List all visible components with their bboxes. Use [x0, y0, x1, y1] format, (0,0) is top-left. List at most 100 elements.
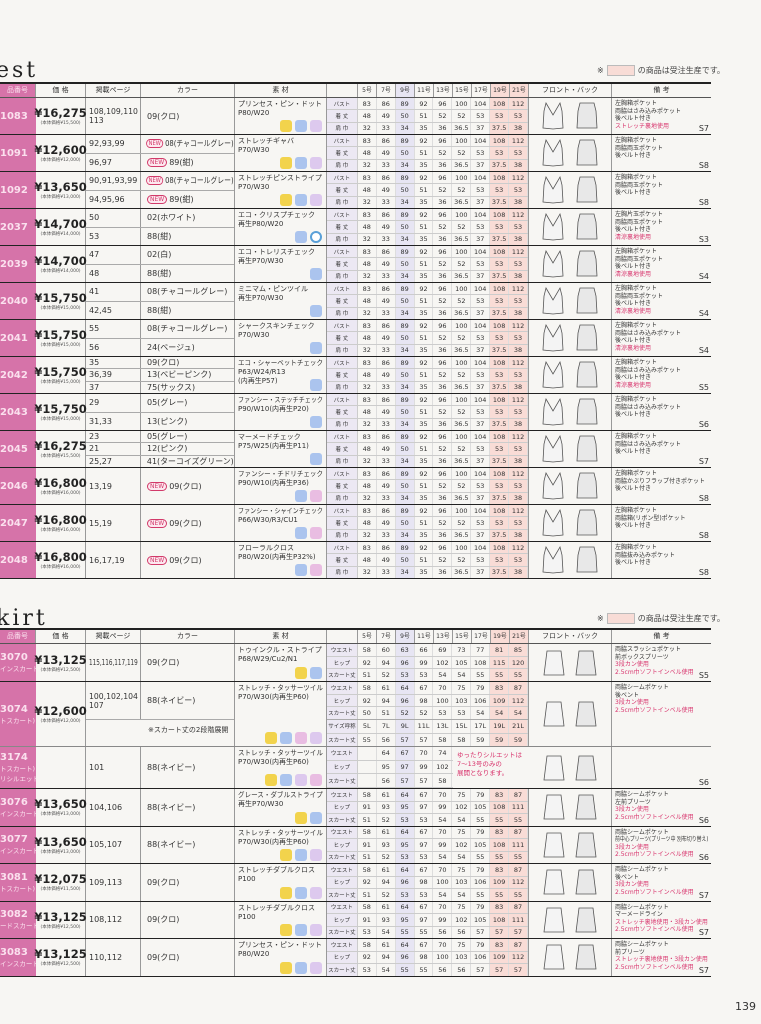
size-value: 53 — [471, 295, 491, 307]
color-option: 08(チャコールグレー) — [141, 323, 234, 334]
catalog-pages: 15,19 — [89, 518, 112, 528]
size-value: 83 — [490, 864, 510, 876]
note-line: 両脇シームポケット — [615, 903, 669, 911]
size-value: 35 — [415, 270, 434, 282]
catalog-pages-cell: 92,93,99 — [86, 135, 141, 153]
size-value: 37.5 — [490, 566, 510, 578]
size-row-label: 着 丈 — [327, 517, 358, 529]
catalog-pages: 29 — [89, 398, 100, 408]
price-cell: ¥15,750 (本体価格¥15,000) — [34, 320, 87, 356]
standard-sizes: ウエスト 58 61 64 67 70 75 79 83 87 ヒップ 92 94 96 98 100 103 1… — [327, 682, 528, 720]
size-value: 56 — [433, 926, 453, 938]
size-value: 58 — [358, 826, 377, 838]
variant-row: 48 88(紺) — [86, 264, 234, 282]
product-code-cell: 3081 トスカート) — [0, 864, 36, 901]
base-price: (本体価格¥16,000) — [40, 528, 81, 533]
material-line: P70/W30 — [238, 183, 270, 191]
variant-row: 96,97 NEW 89(紺) — [86, 153, 234, 171]
base-price: (本体価格¥15,000) — [40, 343, 81, 348]
size-value: 64 — [395, 901, 415, 913]
size-value: 112 — [509, 209, 528, 221]
pages-colors-cell: 92,93,99 NEW 08(チャコールグレー) 96,97 NEW 89(紺) — [86, 135, 235, 171]
catalog-pages-cell: 21 — [86, 443, 141, 455]
color-option: 88(紺) — [141, 231, 234, 242]
note-line: 両脇はさみ込みポケット — [615, 329, 682, 337]
front-vest-illustration — [542, 545, 564, 574]
size-value: 49 — [377, 406, 396, 418]
size-value: 89 — [395, 320, 415, 332]
notes-cell: 両脇シームポケット 後ベント 3段カン使用 2.5cm巾ソフトインベル使用 S7 — [612, 864, 711, 901]
size-row-label: 肩 巾 — [327, 270, 358, 282]
note-line: 前プリーツ — [615, 948, 645, 956]
front-skirt-illustration — [543, 755, 565, 780]
eco-icon — [310, 231, 322, 243]
size-value: 92 — [415, 209, 434, 221]
size-value: 96 — [433, 357, 453, 369]
size-value: 112 — [509, 694, 528, 707]
skirt-section-title: kirt — [0, 606, 48, 631]
pocket-icon — [310, 774, 322, 786]
back-skirt-illustration — [575, 944, 597, 970]
size-value: 50 — [395, 258, 415, 270]
care-icons — [310, 379, 322, 391]
size-value: 92 — [358, 951, 377, 963]
back-vest-illustration — [576, 435, 598, 462]
size-value: 87 — [509, 901, 528, 913]
size-value: 38 — [509, 344, 528, 356]
size-row-label: 着 丈 — [327, 332, 358, 344]
size-value: 35 — [415, 307, 434, 319]
size-value: 104 — [471, 135, 491, 147]
front-back-cell — [529, 172, 612, 208]
variant-row: 108,109,110 113 09(クロ) — [86, 98, 234, 134]
size-value: 89 — [395, 542, 415, 554]
back-vest-illustration — [576, 398, 598, 425]
washing-icon — [295, 527, 307, 539]
catalog-pages: 36,39 — [89, 370, 112, 380]
size-value: 37.5 — [490, 344, 510, 356]
material-line: グレース・ダブルストライプ — [238, 791, 323, 799]
size-value: 51 — [377, 707, 396, 720]
material-line: ミニマム・ピンツイル — [238, 285, 308, 293]
product-code: 3174 — [0, 752, 28, 763]
smile-icon — [280, 886, 292, 899]
notes-cell: 両脇スラッシュポケット 前ボックスプリーツ 3段カン使用 2.5cm巾ソフトインベル使… — [612, 644, 711, 681]
note-line: 両脇両玉ポケット — [615, 144, 664, 152]
material-line: P63/W24/R13 — [238, 368, 286, 376]
size-value: 56 — [377, 774, 396, 788]
size-value: 7L — [377, 720, 396, 733]
material-line: P90/W10(内再生P20) — [238, 405, 309, 413]
size-row-label: 肩 巾 — [327, 122, 358, 134]
care-icons — [310, 305, 322, 317]
size-value: 48 — [358, 221, 377, 233]
front-back-cell — [529, 901, 612, 938]
size-value: 54 — [433, 851, 453, 863]
variant-row: 101 88(ネイビー) — [86, 747, 234, 788]
header-size: 5号 — [358, 630, 377, 643]
price-cell: ¥13,650 (本体価格¥13,000) — [34, 789, 87, 826]
size-value: 48 — [358, 480, 377, 492]
size-value: 59 — [509, 733, 528, 746]
table-header: 品番号価 格掲載ページ カラー素 材 5号 7号 9号 11号 13号 15号 17号 19号 21… — [0, 84, 711, 98]
size-value: 96 — [433, 542, 453, 554]
size-value: 96 — [433, 468, 453, 480]
size-value: 70 — [433, 864, 453, 876]
care-icons — [280, 120, 322, 132]
size-value: 55 — [471, 814, 491, 826]
note-line: 後ベルト付き — [615, 152, 652, 159]
color-option: 88(ネイビー) — [141, 695, 234, 706]
size-value: 52 — [433, 332, 453, 344]
size-value: 51 — [358, 814, 377, 826]
size-value: 53 — [490, 258, 510, 270]
size-value: 36 — [433, 122, 453, 134]
notes-cell: 左胸箱ポケット 両脇はさみ込みポケット 後ベルト付き 清涼裏地使用 S5 — [612, 357, 711, 393]
note-line: 後ベルト付き — [615, 559, 652, 566]
size-value: 70 — [433, 682, 453, 694]
price-cell: ¥16,800 (本体価格¥16,000) — [34, 542, 87, 578]
smile-icon — [295, 811, 307, 824]
size-value: 54 — [452, 889, 472, 901]
size-value: 52 — [415, 707, 434, 720]
size-value: 83 — [358, 505, 377, 517]
size-row: バスト 83 86 89 92 96 100 104 108 112 — [327, 431, 528, 444]
size-value: 92 — [358, 694, 377, 707]
size-value: 54 — [452, 851, 472, 863]
